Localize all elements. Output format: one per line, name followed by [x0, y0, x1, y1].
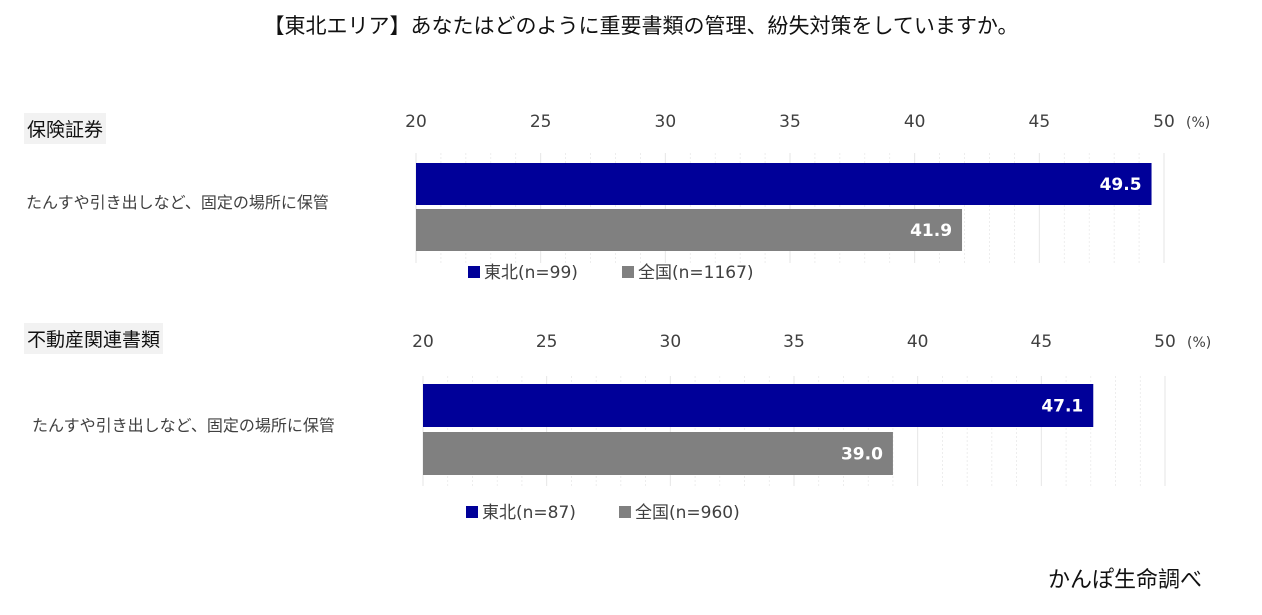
legend-swatch-national — [619, 506, 631, 518]
chart-panel-insurance: 保険証券 20 25 30 35 40 45 50 (%) たんすや引き出しなど、固定の場所に保… — [0, 105, 1262, 305]
panel-title: 不動産関連書類 — [24, 323, 164, 354]
tick-label: 25 — [536, 332, 558, 352]
data-label: 41.9 — [910, 221, 952, 241]
tick-label: 35 — [779, 112, 801, 132]
category-label: たんすや引き出しなど、固定の場所に保管 — [26, 193, 329, 212]
bar-tohoku — [423, 384, 1094, 427]
tick-label: 45 — [1029, 112, 1051, 132]
legend-swatch-tohoku — [466, 506, 478, 518]
tick-label: 50 — [1154, 332, 1176, 352]
tick-label: 30 — [655, 112, 677, 132]
chart-panel-real-estate: 不動産関連書類 20 25 30 35 40 45 50 (%) たんすや引き出しなど、固定の場… — [0, 320, 1262, 540]
legend-label: 東北(n=87) — [482, 503, 576, 523]
tick-label: 30 — [660, 332, 682, 352]
legend-swatch-tohoku — [468, 266, 480, 278]
tick-label: 25 — [530, 112, 552, 132]
legend-swatch-national — [622, 266, 634, 278]
tick-label: 45 — [1031, 332, 1053, 352]
tick-label: 20 — [405, 112, 427, 132]
bar-tohoku — [416, 163, 1152, 205]
data-label: 47.1 — [1041, 397, 1083, 417]
bar-chart: 20 25 30 35 40 45 50 (%) たんすや引き出しなど、固定の場所に保管 47.1… — [32, 332, 1211, 523]
unit-label: (%) — [1187, 335, 1211, 351]
data-label: 39.0 — [841, 445, 883, 465]
tick-label: 35 — [783, 332, 805, 352]
tick-label: 50 — [1153, 112, 1175, 132]
unit-label: (%) — [1186, 115, 1210, 131]
tick-label: 40 — [904, 112, 926, 132]
bar-national — [423, 432, 893, 475]
tick-label: 40 — [907, 332, 929, 352]
bar-national — [416, 209, 963, 251]
source-note: かんぽ生命調べ — [1047, 568, 1202, 593]
legend-label: 全国(n=960) — [635, 503, 740, 523]
tick-label: 20 — [412, 332, 434, 352]
legend-label: 東北(n=99) — [484, 263, 578, 283]
category-label: たんすや引き出しなど、固定の場所に保管 — [32, 416, 335, 435]
panel-title: 保険証券 — [24, 113, 107, 144]
page-title: 【東北エリア】あなたはどのように重要書類の管理、紛失対策をしていますか。 — [263, 14, 1019, 38]
data-label: 49.5 — [1100, 175, 1142, 195]
legend-label: 全国(n=1167) — [638, 263, 754, 283]
bar-chart: 20 25 30 35 40 45 50 (%) たんすや引き出しなど、固定の場所に保管 49.5… — [26, 112, 1210, 283]
